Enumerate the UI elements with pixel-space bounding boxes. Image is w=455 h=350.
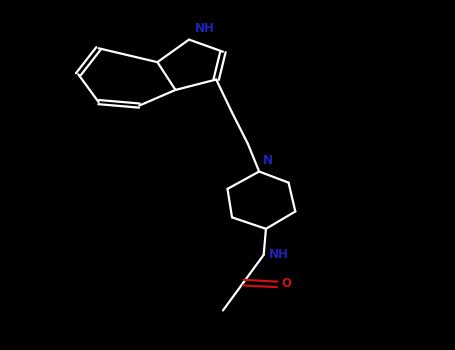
- Text: NH: NH: [194, 22, 214, 35]
- Text: O: O: [282, 277, 292, 290]
- Text: N: N: [263, 154, 273, 167]
- Text: NH: NH: [269, 248, 289, 261]
